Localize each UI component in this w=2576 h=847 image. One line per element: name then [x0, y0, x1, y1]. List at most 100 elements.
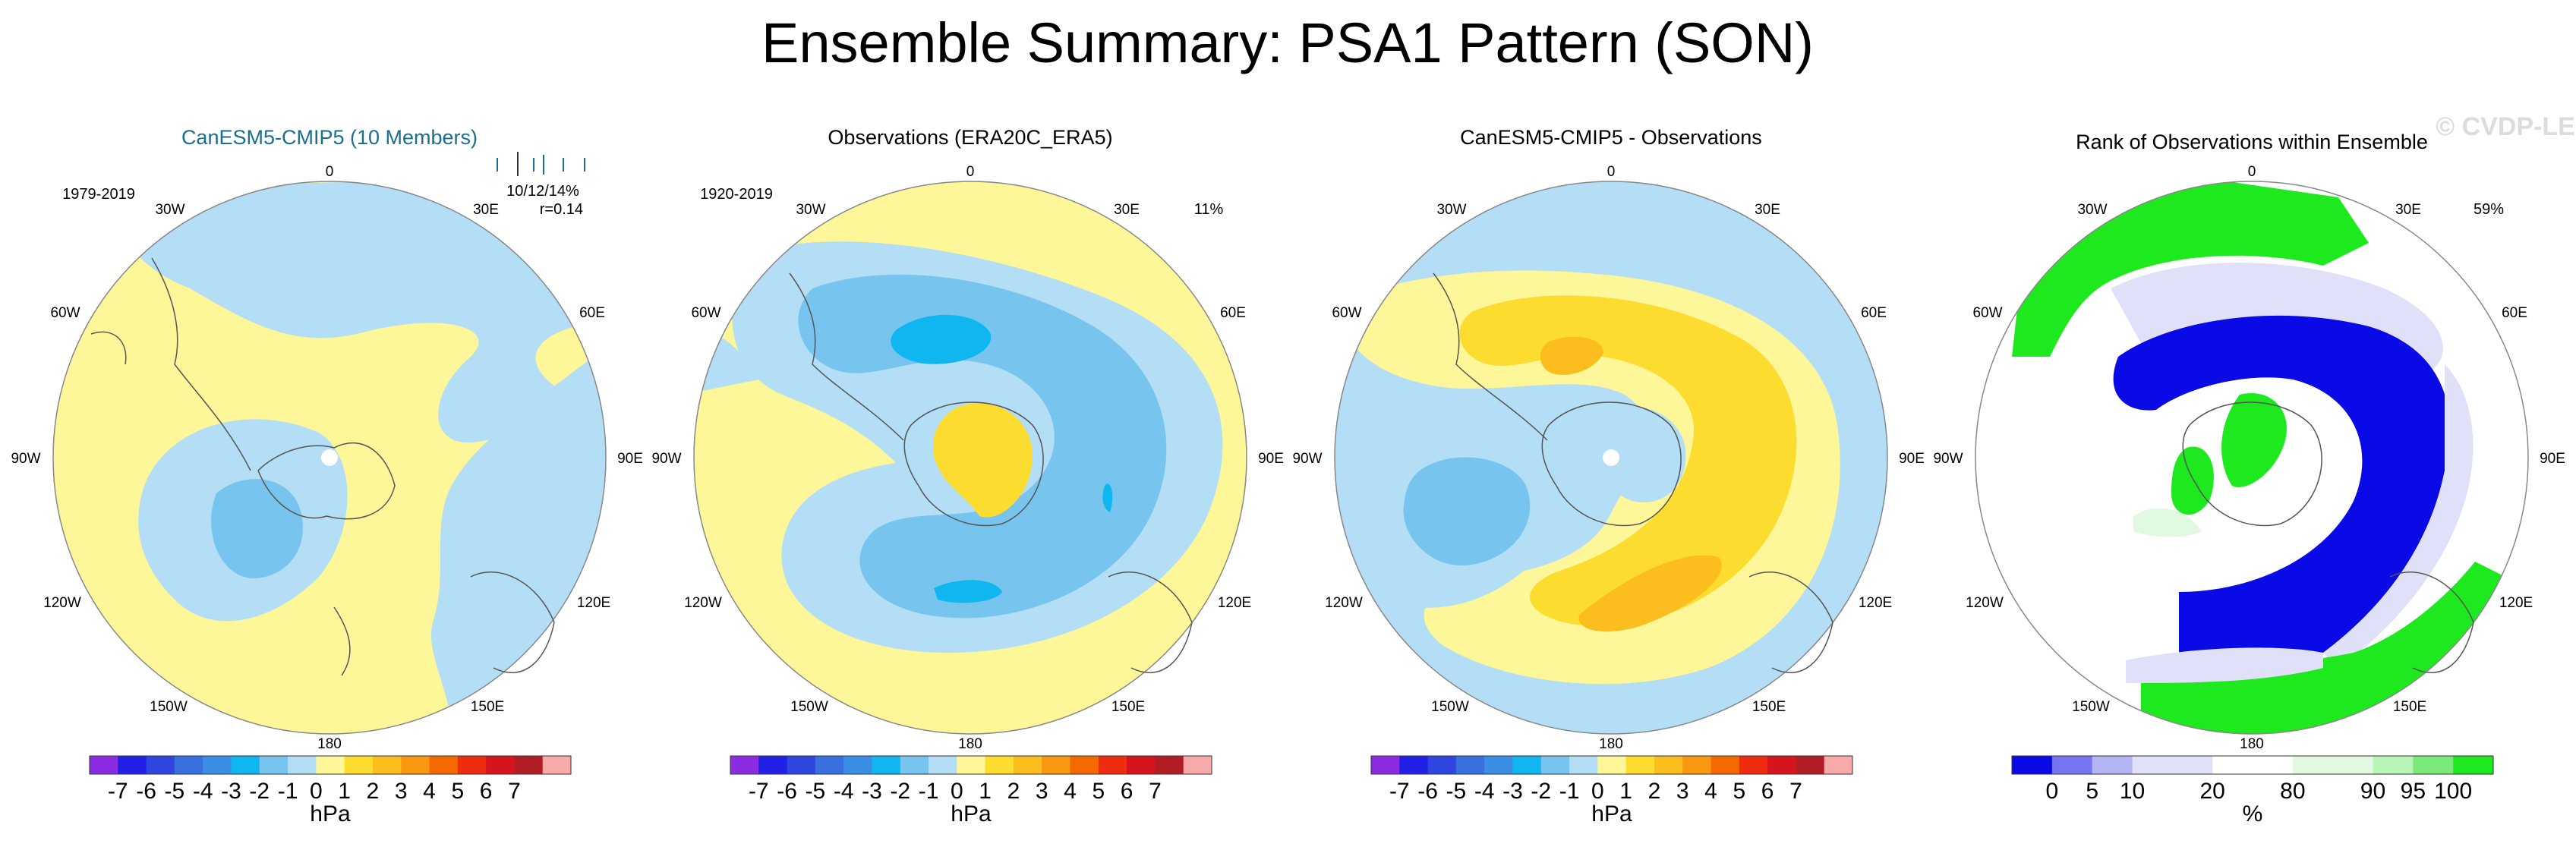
colorbar-tick-label: 4: [1704, 779, 1717, 804]
longitude-labels: 0 30E 60E 90E 120E 150E 180 150W 120W 90…: [11, 164, 642, 752]
colorbar-tick-label: -2: [249, 779, 270, 804]
lon-label: 30W: [2077, 202, 2107, 218]
lon-label: 30E: [1114, 202, 1140, 218]
contour-orange: [1578, 555, 1722, 632]
colorbar-swatch: [2132, 756, 2173, 774]
colorbar-swatch: [2332, 756, 2373, 774]
lon-label: 60W: [50, 305, 80, 321]
lon-label: 90E: [1258, 451, 1284, 467]
colorbar-frame: [89, 755, 572, 775]
colorbar-swatch: [1183, 756, 1212, 774]
colorbar-tick-label: -4: [1474, 779, 1495, 804]
lon-label: 30E: [2395, 202, 2421, 218]
colorbar-tick-label: -5: [1446, 779, 1467, 804]
rank-mint-region: [2133, 508, 2202, 537]
rank-green-region: [2171, 446, 2214, 515]
colorbar-tick-label: -5: [165, 779, 185, 804]
panel-model: CanESM5-CMIP5 (10 Members) 1979-2019 10/…: [11, 126, 642, 827]
lon-label: 60W: [1972, 305, 2002, 321]
colorbar-tick-label: 6: [1121, 779, 1134, 804]
colorbar-tick-label: 5: [451, 779, 464, 804]
colorbar-tick-label: -3: [221, 779, 241, 804]
contour-mid-blue: [1403, 457, 1531, 566]
colorbar-swatch: [203, 756, 232, 774]
colorbar-swatch: [2092, 756, 2133, 774]
colorbar-tick-label: 2: [367, 779, 380, 804]
colorbar-tick-label: 4: [423, 779, 436, 804]
colorbar-swatch: [929, 756, 957, 774]
colorbar-tick-label: 6: [480, 779, 493, 804]
colorbar-swatch: [1625, 756, 1655, 774]
colorbar-tick-label: -2: [890, 779, 910, 804]
colorbar-rank: 0 5 10 20 80 90 95 100%: [2011, 755, 2494, 827]
colorbar-swatch: [401, 756, 430, 774]
lon-label: 60W: [691, 305, 720, 321]
colorbar-tick-label: -7: [1389, 779, 1410, 804]
colorbar-swatch: [815, 756, 844, 774]
colorbar-swatch: [118, 756, 147, 774]
coastlines: [90, 257, 555, 676]
lon-label: 90W: [1933, 451, 1963, 467]
colorbar-tick-label: 4: [1064, 779, 1077, 804]
colorbar-tick-label: -7: [108, 779, 128, 804]
colorbar-swatch: [514, 756, 544, 774]
colorbar-tick-label: -4: [834, 779, 854, 804]
longitude-labels: 0 30E 60E 90E 120E 150E 180 150W 120W 90…: [1292, 164, 1924, 752]
colorbar-tick-label: -7: [749, 779, 769, 804]
colorbar-swatch: [316, 756, 345, 774]
colorbar-unit: hPa: [951, 801, 992, 827]
colorbar-tick-label: 1: [979, 779, 992, 804]
colorbar-swatch: [231, 756, 260, 774]
colorbar-tick-label: 90: [2360, 779, 2385, 804]
colorbar-tick-label: -1: [278, 779, 298, 804]
map-disk-observations: [693, 181, 1247, 735]
rank-lavender-region: [2126, 647, 2323, 683]
panel-1-r-value: r=0.14: [540, 201, 583, 218]
colorbar-tick-label: 3: [1676, 779, 1689, 804]
colorbar-swatch: [1569, 756, 1598, 774]
colorbar-tick-label: 0: [310, 779, 323, 804]
colorbar-swatch: [2051, 756, 2093, 774]
panel-observations: Observations (ERA20C_ERA5) 1920-2019 11%: [651, 126, 1283, 827]
coastlines: [1433, 272, 1833, 673]
rank-blue-region: [2113, 315, 2450, 662]
colorbar-tick-label: 100: [2434, 779, 2472, 804]
lon-label: 120E: [2499, 595, 2533, 611]
lon-label: 90E: [2540, 451, 2565, 467]
lon-label: 150W: [1431, 699, 1469, 715]
contour-cyan: [1102, 483, 1113, 512]
lon-label: 150E: [1111, 699, 1145, 715]
panel-1-title: CanESM5-CMIP5 (10 Members): [181, 126, 478, 149]
colorbar-swatch: [2212, 756, 2253, 774]
lon-label: 180: [958, 736, 982, 752]
colorbar-tick-label: 10: [2120, 779, 2145, 804]
panel-1-rank-text: 10/12/14%: [506, 183, 579, 200]
lon-label: 90W: [11, 451, 40, 467]
lon-label: 180: [2240, 736, 2264, 752]
lon-label: 150E: [2393, 699, 2426, 715]
colorbar-tick-label: 0: [951, 779, 963, 804]
colorbar-tick-label: -4: [193, 779, 213, 804]
panel-1-period: 1979-2019: [62, 186, 135, 203]
colorbar-tick-label: 1: [338, 779, 351, 804]
colorbar-hpa: -7 -6 -5 -4 -3 -2 -1 0 1 2 3 4 5 6 7 hPa: [89, 755, 572, 827]
lon-label: 30E: [473, 202, 499, 218]
colorbar-tick-label: 95: [2401, 779, 2426, 804]
colorbar-swatch: [1427, 756, 1457, 774]
contour-mid-blue: [798, 274, 1167, 619]
colorbar-swatch: [2413, 756, 2454, 774]
rank-green-region: [2221, 393, 2287, 487]
lon-label: 120W: [684, 595, 722, 611]
colorbar-tick-label: -6: [1417, 779, 1438, 804]
contour-light-blue: [99, 181, 606, 443]
colorbar-swatch: [1371, 756, 1400, 774]
colorbar-tick-label: 5: [1092, 779, 1105, 804]
colorbar-tick-label: 3: [1036, 779, 1048, 804]
lon-label: 30W: [796, 202, 825, 218]
contour-gold: [1459, 295, 1797, 627]
colorbar-swatch: [1512, 756, 1542, 774]
colorbar-swatch: [900, 756, 929, 774]
panel-4-title: Rank of Observations within Ensemble: [2076, 131, 2428, 153]
colorbar-tick-label: -6: [777, 779, 797, 804]
lon-label: 180: [1599, 736, 1623, 752]
